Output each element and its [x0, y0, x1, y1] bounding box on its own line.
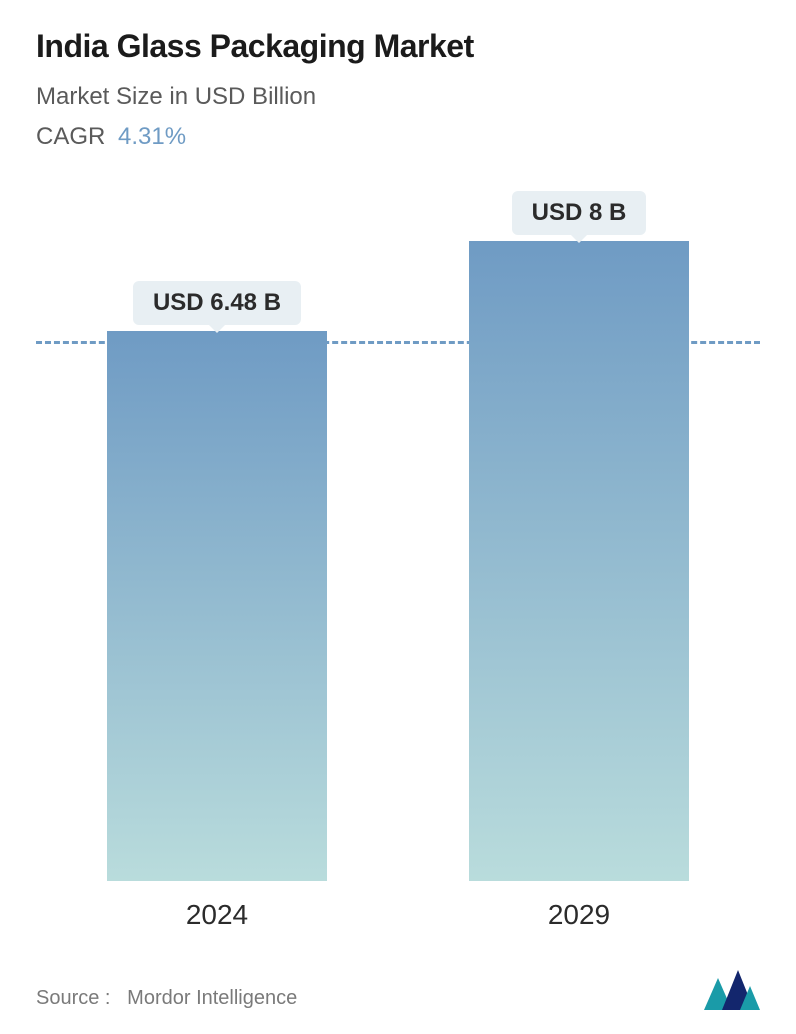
source-value: Mordor Intelligence	[127, 987, 297, 1009]
cagr-row: CAGR 4.31%	[36, 123, 760, 151]
bar-group-1: USD 8 B 2029	[439, 191, 719, 931]
cagr-value: 4.31%	[118, 123, 186, 150]
chart-subtitle: Market Size in USD Billion	[36, 83, 760, 111]
bar	[107, 331, 327, 881]
chart-title: India Glass Packaging Market	[36, 28, 760, 65]
chart-area: USD 6.48 B 2024 USD 8 B 2029	[36, 201, 760, 931]
bar-value-badge: USD 6.48 B	[133, 281, 301, 325]
source-text: Source : Mordor Intelligence	[36, 987, 297, 1010]
chart-container: India Glass Packaging Market Market Size…	[0, 0, 796, 1034]
source-label: Source :	[36, 987, 110, 1009]
bar-category-label: 2029	[548, 899, 610, 931]
bar	[469, 241, 689, 881]
bar-value-badge: USD 8 B	[512, 191, 647, 235]
mordor-logo-icon	[704, 970, 760, 1010]
bars-row: USD 6.48 B 2024 USD 8 B 2029	[36, 201, 760, 931]
bar-group-0: USD 6.48 B 2024	[77, 281, 357, 931]
cagr-label: CAGR	[36, 123, 105, 150]
chart-footer: Source : Mordor Intelligence	[36, 970, 760, 1010]
bar-category-label: 2024	[186, 899, 248, 931]
